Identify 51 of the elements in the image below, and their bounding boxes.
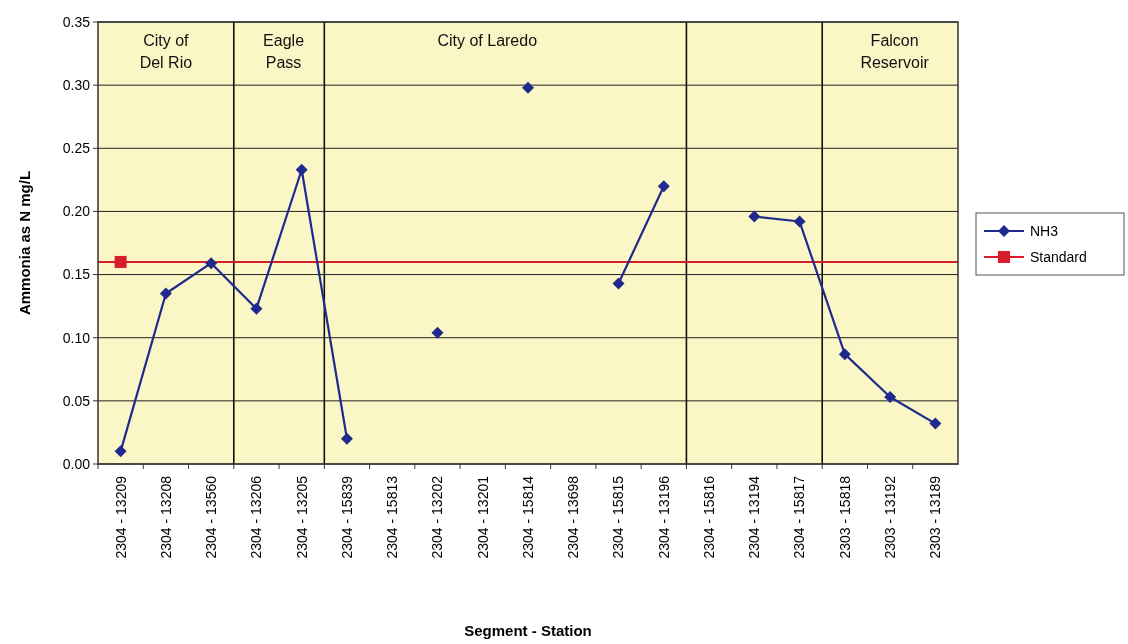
x-tick-label: 2304 - 13698 [565, 475, 582, 559]
point [295, 163, 308, 176]
x-tick-label: 2304 - 15813 [384, 475, 401, 559]
x-tick-label: 2304 - 13194 [746, 475, 763, 559]
y-tick-label: 0.15 [62, 266, 91, 283]
x-tick-label: 2304 - 15839 [338, 475, 355, 559]
x-tick-label: 2304 - 13205 [293, 475, 310, 559]
legend-label: NH3 [1030, 222, 1059, 239]
legend-label: Standard [1030, 248, 1087, 265]
point [114, 445, 127, 458]
point [657, 180, 670, 193]
y-tick-label: 0.05 [62, 392, 91, 409]
point [612, 277, 625, 290]
point [838, 348, 851, 361]
y-tick-label: 0.30 [62, 77, 91, 94]
point [159, 287, 172, 300]
x-tick-label: 2304 - 13560 [203, 475, 220, 559]
y-axis-title: Ammonia as N mg/L [16, 170, 33, 316]
point [522, 81, 534, 94]
y-tick-label: 0.00 [62, 455, 91, 472]
point [205, 257, 218, 270]
point [793, 215, 806, 228]
annotation: City of Laredo [437, 32, 538, 49]
x-tick-label: 2304 - 15817 [791, 475, 808, 559]
x-tick-label: 2304 - 15814 [519, 475, 536, 559]
point [431, 326, 444, 339]
x-tick-label: 2304 - 13202 [429, 475, 446, 559]
y-tick-label: 0.25 [62, 140, 91, 157]
x-tick-label: 2303 - 15818 [836, 475, 853, 559]
x-tick-label: 2304 - 13201 [474, 475, 491, 559]
x-axis-title: Segment - Station [464, 622, 592, 639]
x-tick-label: 2303 - 13189 [927, 475, 944, 559]
x-tick-label: 2304 - 13208 [157, 475, 174, 559]
x-tick-label: 2303 - 13192 [882, 475, 899, 559]
y-tick-label: 0.10 [62, 329, 91, 346]
point [929, 417, 942, 430]
x-tick-label: 2304 - 13206 [248, 475, 265, 559]
point [114, 255, 127, 268]
annotation: Eagle Pass [263, 32, 305, 71]
y-tick-label: 0.20 [62, 203, 91, 220]
x-tick-label: 2304 - 13209 [112, 475, 129, 559]
point [748, 210, 761, 223]
point [884, 391, 897, 404]
annotation: Falcon Reservoir [860, 32, 930, 71]
x-tick-label: 2304 - 13196 [655, 475, 672, 559]
y-tick-label: 0.35 [62, 13, 91, 30]
point [250, 302, 263, 315]
point [340, 432, 353, 445]
x-tick-label: 2304 - 15816 [700, 475, 717, 559]
x-tick-label: 2304 - 15815 [610, 475, 627, 559]
annotation: City of Del Rio [139, 32, 193, 71]
